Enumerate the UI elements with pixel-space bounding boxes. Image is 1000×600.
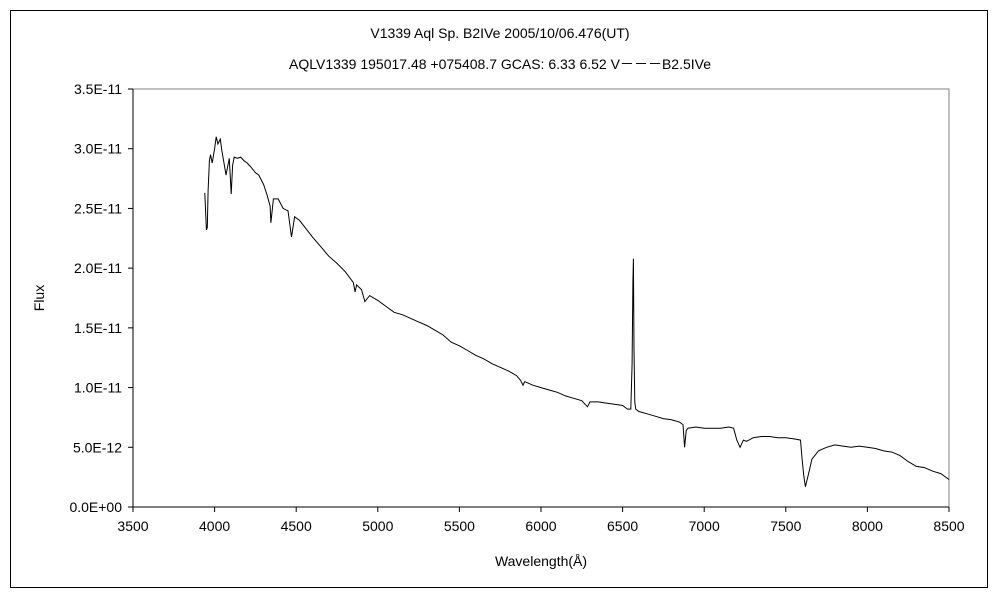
x-tick-label: 7000 bbox=[689, 518, 720, 534]
y-axis-label: Flux bbox=[31, 285, 47, 311]
x-tick-label: 6000 bbox=[525, 518, 556, 534]
y-tick-label: 2.0E-11 bbox=[74, 260, 122, 276]
x-tick-label: 4000 bbox=[199, 518, 230, 534]
plot-area bbox=[132, 88, 950, 508]
x-tick-label: 8500 bbox=[933, 518, 964, 534]
x-tick-label: 3500 bbox=[117, 518, 148, 534]
y-tick-label: 1.5E-11 bbox=[74, 320, 122, 336]
x-tick-label: 5500 bbox=[444, 518, 475, 534]
chart-title: V1339 Aql Sp. B2IVe 2005/10/06.476(UT) bbox=[370, 25, 630, 41]
y-tick-label: 5.0E-12 bbox=[73, 439, 122, 455]
y-tick-label: 2.5E-11 bbox=[74, 200, 122, 216]
x-tick-label: 7500 bbox=[770, 518, 801, 534]
x-axis-label: Wavelength(Å) bbox=[495, 553, 587, 569]
y-tick-label: 0.0E+00 bbox=[69, 499, 122, 515]
y-tick-label: 1.0E-11 bbox=[74, 380, 122, 396]
x-axis: 3500 4000 4500 5000 5500 6000 6500 7000 7500 8000… bbox=[117, 506, 965, 534]
x-tick-label: 6500 bbox=[607, 518, 638, 534]
x-tick-label: 4500 bbox=[281, 518, 312, 534]
x-tick-label: 5000 bbox=[362, 518, 393, 534]
y-axis: 0.0E+00 5.0E-12 1.0E-11 1.5E-11 2.0E-11 2.5E-… bbox=[69, 81, 134, 515]
x-tick-label: 8000 bbox=[852, 518, 883, 534]
flux-series-line bbox=[204, 136, 950, 487]
chart-subtitle: AQLV1339 195017.48 +075408.7 GCAS: 6.33 … bbox=[289, 56, 711, 72]
y-tick-label: 3.0E-11 bbox=[74, 141, 122, 157]
y-tick-label: 3.5E-11 bbox=[74, 81, 122, 97]
